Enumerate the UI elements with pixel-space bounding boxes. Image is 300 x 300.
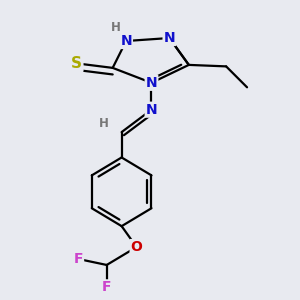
Text: H: H: [111, 21, 121, 34]
Text: F: F: [74, 252, 83, 266]
Text: N: N: [146, 103, 157, 117]
Text: N: N: [146, 76, 157, 90]
Text: O: O: [130, 240, 142, 254]
Text: F: F: [102, 280, 112, 294]
Text: N: N: [164, 31, 175, 45]
Text: H: H: [99, 117, 109, 130]
Text: N: N: [120, 34, 132, 48]
Text: S: S: [71, 56, 82, 71]
